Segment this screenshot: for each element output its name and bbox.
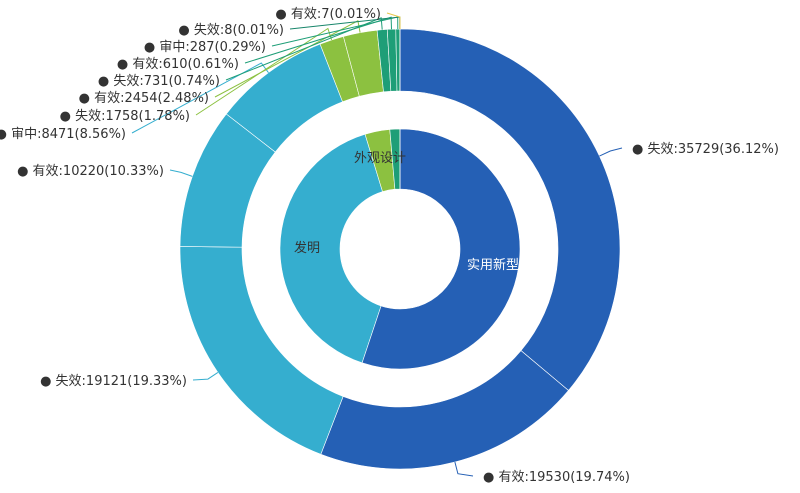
outer-slice-label-10: ● 失效:8(0.01%) xyxy=(178,23,284,38)
leader-line-1 xyxy=(455,462,473,476)
inner-slice-label-1: 发明 xyxy=(294,240,320,256)
outer-slice-label-11: ● 有效:7(0.01%) xyxy=(275,7,381,22)
outer-slice-label-2: ● 失效:19121(19.33%) xyxy=(40,374,187,389)
inner-slice-label-2: 外观设计 xyxy=(354,151,406,166)
outer-slice-label-3: ● 有效:10220(10.33%) xyxy=(17,164,164,179)
outer-slice-label-7: ● 失效:731(0.74%) xyxy=(98,74,220,89)
leader-line-2 xyxy=(193,372,218,380)
outer-slice-label-5: ● 失效:1758(1.78%) xyxy=(60,109,190,124)
outer-slice-1[interactable] xyxy=(321,351,569,469)
outer-slice-label-9: ● 审中:287(0.29%) xyxy=(144,40,266,55)
outer-slice-label-4: ● 审中:8471(8.56%) xyxy=(0,127,126,142)
outer-ring xyxy=(180,29,620,469)
leader-line-0 xyxy=(599,148,622,156)
outer-slice-label-8: ● 有效:610(0.61%) xyxy=(117,57,239,72)
inner-slice-label-0: 实用新型 xyxy=(467,257,519,273)
outer-slice-label-1: ● 有效:19530(19.74%) xyxy=(483,470,630,485)
leader-line-3 xyxy=(170,170,192,176)
outer-slice-label-0: ● 失效:35729(36.12%) xyxy=(632,142,779,157)
outer-slice-label-6: ● 有效:2454(2.48%) xyxy=(79,91,209,106)
